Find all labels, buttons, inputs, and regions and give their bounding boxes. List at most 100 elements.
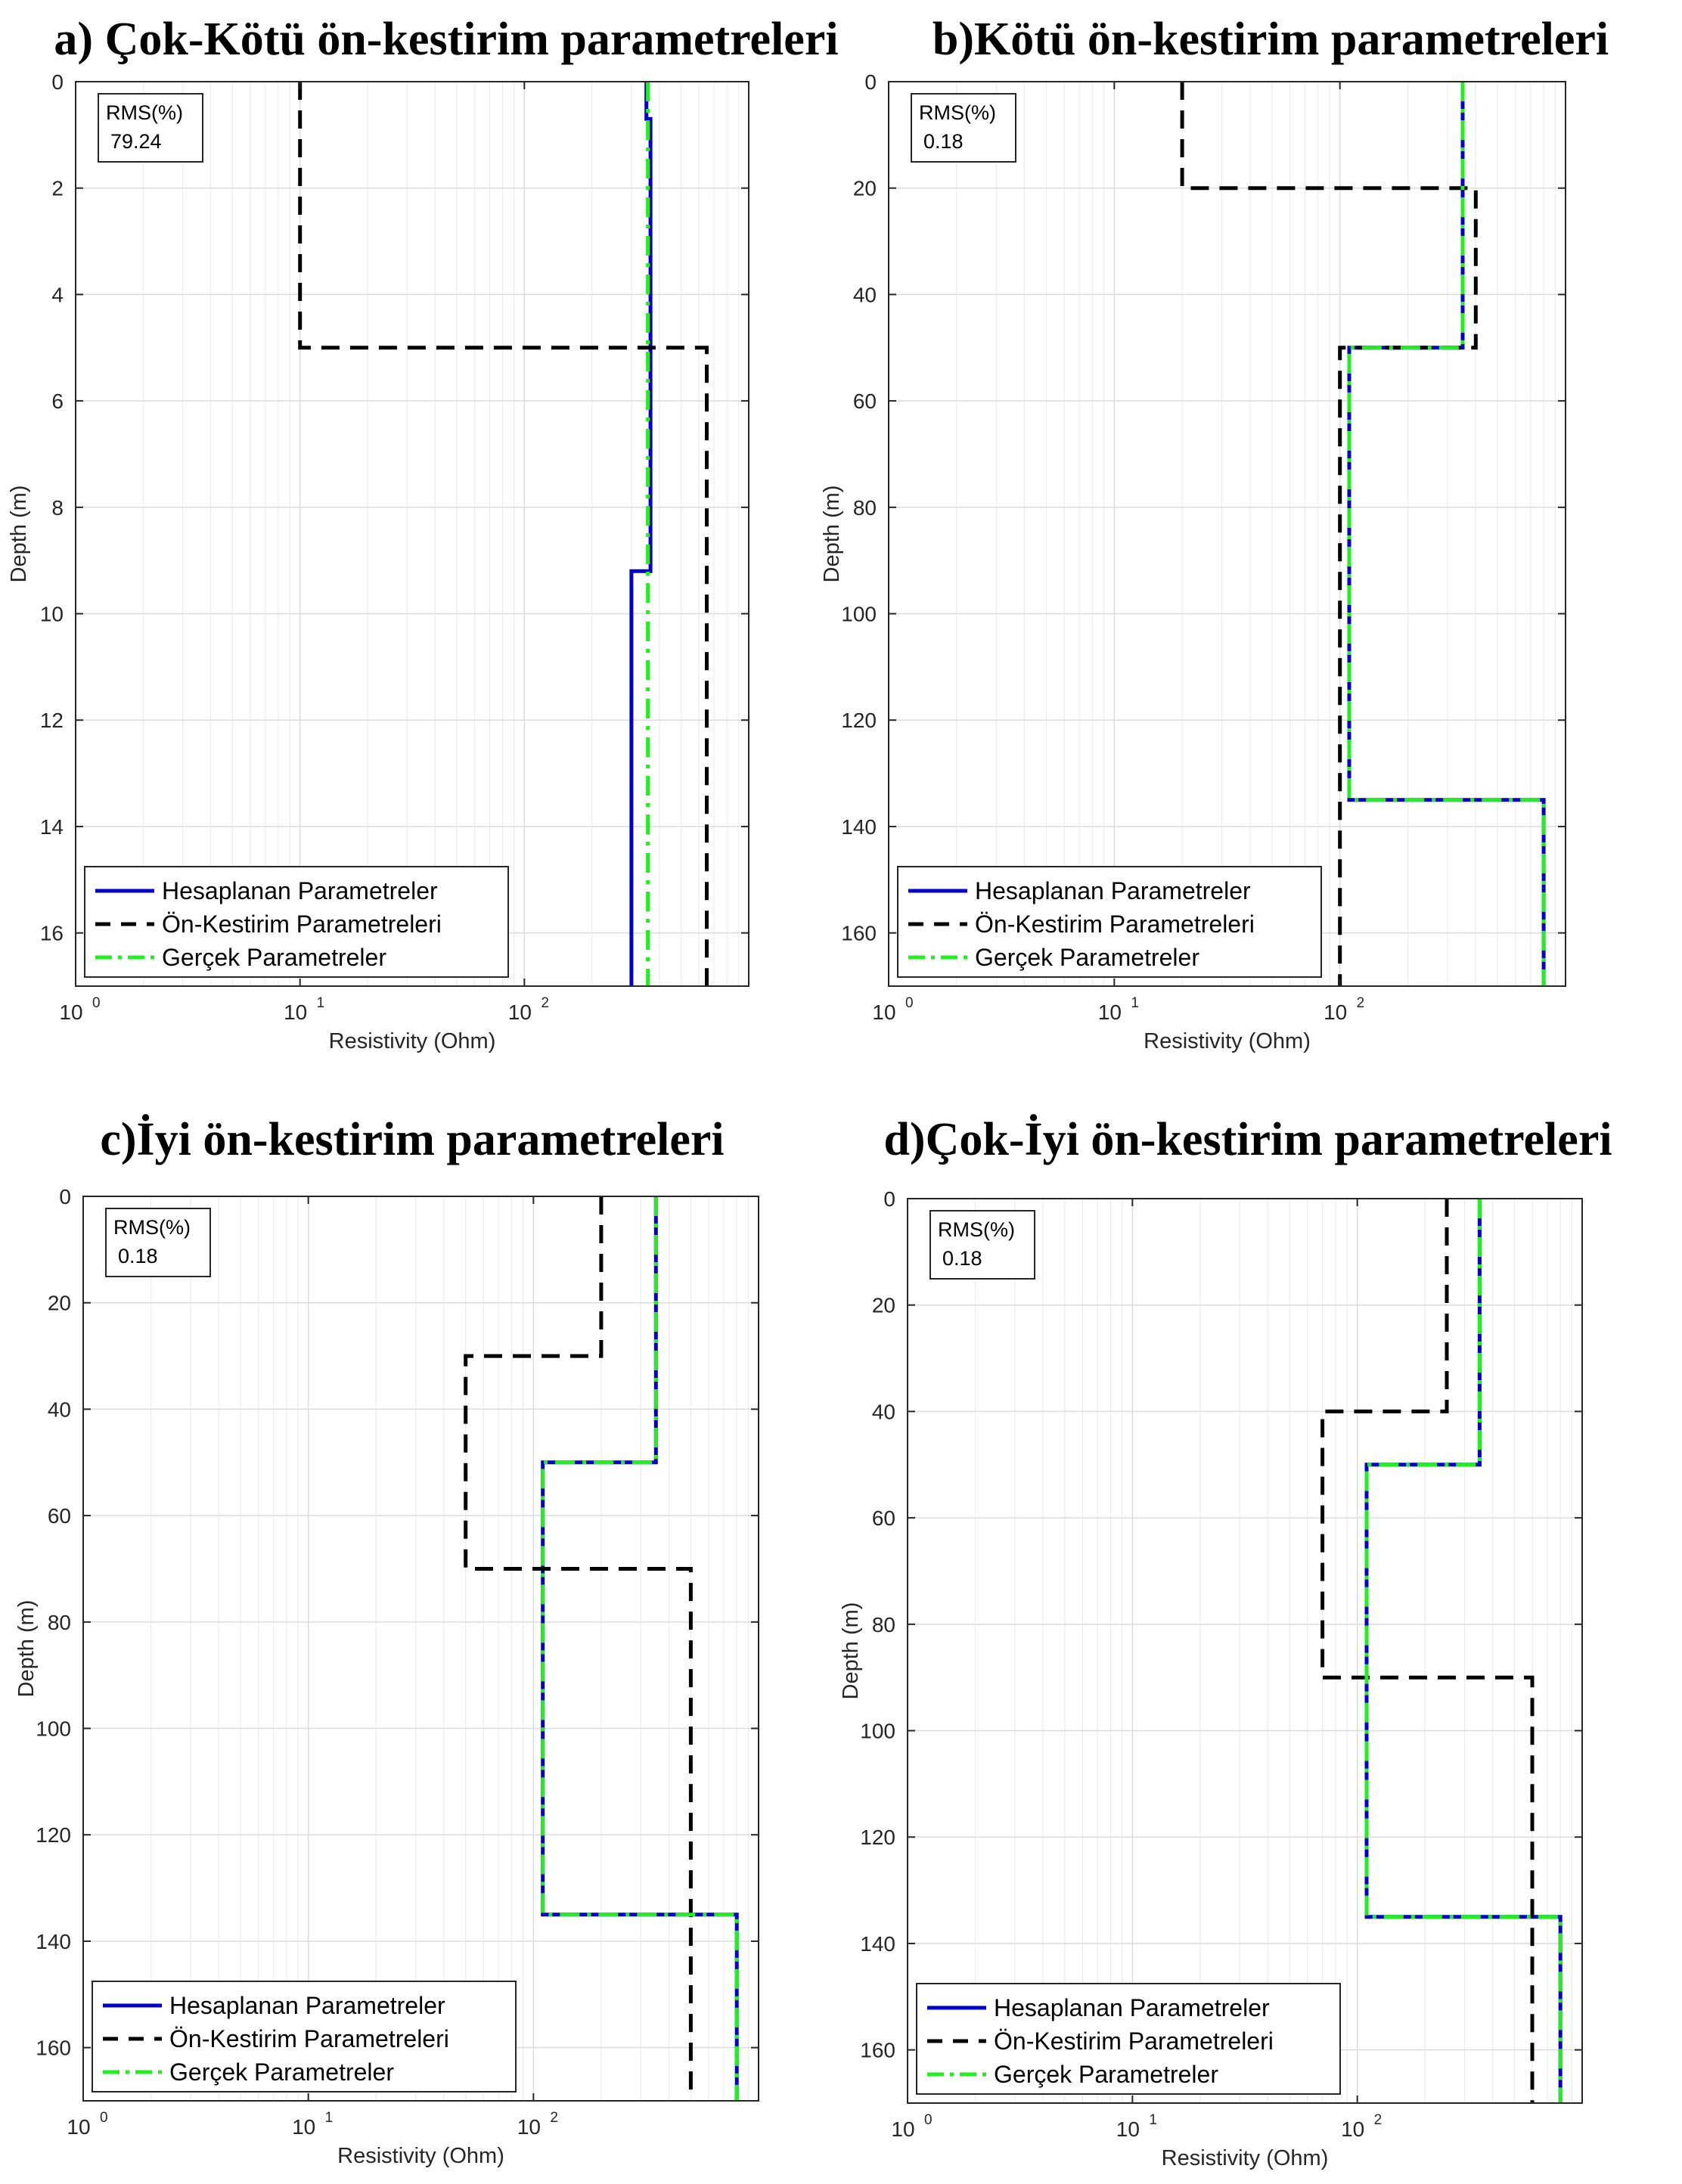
y-tick-label: 100 xyxy=(841,603,877,626)
x-tick-exponent: 1 xyxy=(325,2110,334,2126)
series-line-2 xyxy=(1320,1199,1535,2103)
x-axis-label: Resistivity (Ohm) xyxy=(329,1029,496,1053)
series-line-3 xyxy=(1347,82,1546,986)
x-tick-exponent: 2 xyxy=(541,995,549,1011)
legend: Hesaplanan Parametreler Ön-Kestirim Param… xyxy=(897,866,1322,978)
y-tick-label: 16 xyxy=(40,922,64,945)
axes-frame xyxy=(888,81,1566,987)
legend-label-3: Gerçek Parametreler xyxy=(169,2058,394,2086)
x-tick-label: 10 xyxy=(1341,2117,1364,2141)
x-tick-label: 10 xyxy=(517,2115,541,2139)
x-tick-label: 10 xyxy=(891,2117,914,2141)
y-tick-label: 160 xyxy=(860,2039,895,2062)
x-axis: 10 0 10 1 10 2 xyxy=(59,82,549,1024)
x-tick-exponent: 1 xyxy=(317,995,325,1011)
y-tick-label: 0 xyxy=(51,70,64,94)
y-tick-label: 120 xyxy=(860,1826,895,1849)
rms-box: RMS(%) 0.18 xyxy=(929,1210,1035,1280)
y-tick-label: 4 xyxy=(51,283,64,306)
rms-box-frame xyxy=(98,93,203,163)
rms-value: 79.24 xyxy=(110,130,162,153)
x-tick-exponent: 1 xyxy=(1131,995,1139,1011)
x-tick-label: 10 xyxy=(59,1000,82,1024)
rms-box-frame xyxy=(929,1210,1035,1280)
y-tick-label: 0 xyxy=(883,1187,895,1211)
series-group xyxy=(298,82,709,986)
y-tick-label: 120 xyxy=(36,1823,71,1847)
y-axis-label: Depth (m) xyxy=(14,1600,39,1698)
legend: Hesaplanan Parametreler Ön-Kestirim Param… xyxy=(916,1983,1341,2095)
x-axis: 10 0 10 1 10 2 xyxy=(872,82,1364,1024)
y-tick-label: 60 xyxy=(853,389,877,413)
y-tick-label: 80 xyxy=(48,1611,71,1634)
y-axis-label: Depth (m) xyxy=(7,486,31,583)
y-tick-label: 8 xyxy=(51,496,64,520)
plot-area xyxy=(889,82,1566,986)
x-tick-exponent: 2 xyxy=(550,2110,558,2126)
y-tick-label: 80 xyxy=(853,496,877,520)
axes-frame xyxy=(82,1196,759,2102)
rms-box-frame xyxy=(911,93,1016,163)
y-axis-label: Depth (m) xyxy=(839,1602,863,1700)
legend-label-3: Gerçek Parametreler xyxy=(975,944,1199,971)
x-axis: 10 0 10 1 10 2 xyxy=(891,1199,1382,2141)
y-tick-label: 120 xyxy=(841,709,877,732)
y-axis: 0 20 40 60 80 100 120 140 160 xyxy=(36,1185,759,2060)
y-tick-label: 60 xyxy=(48,1504,71,1528)
legend-label-1: Hesaplanan Parametreler xyxy=(169,1992,445,2019)
rms-value: 0.18 xyxy=(923,130,964,153)
series-line-3 xyxy=(1364,1199,1563,2103)
legend: Hesaplanan Parametreler Ön-Kestirim Param… xyxy=(84,866,509,978)
legend-box xyxy=(84,866,509,978)
legend-box xyxy=(897,866,1322,978)
y-tick-label: 60 xyxy=(872,1506,895,1530)
series-line-2 xyxy=(464,1196,693,2101)
series-line-3 xyxy=(541,1196,739,2101)
y-tick-label: 160 xyxy=(841,922,877,945)
y-tick-label: 10 xyxy=(40,603,64,626)
series-group xyxy=(1180,82,1546,986)
x-tick-label: 10 xyxy=(1324,1000,1347,1024)
series-line-2 xyxy=(1180,82,1478,986)
panel-title: c)İyi ön-kestirim parametreleri xyxy=(100,1114,724,1165)
x-tick-exponent: 0 xyxy=(92,995,101,1011)
x-tick-exponent: 1 xyxy=(1149,2112,1157,2128)
panel-title: b)Kötü ön-kestirim parametreleri xyxy=(933,14,1609,65)
x-tick-exponent: 0 xyxy=(100,2110,108,2126)
x-tick-label: 10 xyxy=(292,2115,315,2139)
y-tick-label: 100 xyxy=(860,1720,895,1743)
x-tick-label: 10 xyxy=(1116,2117,1140,2141)
legend-label-2: Ön-Kestirim Parametreleri xyxy=(994,2027,1274,2055)
rms-label: RMS(%) xyxy=(113,1216,191,1239)
y-tick-label: 80 xyxy=(872,1613,895,1636)
legend: Hesaplanan Parametreler Ön-Kestirim Param… xyxy=(92,1981,517,2092)
rms-label: RMS(%) xyxy=(106,101,183,124)
y-axis-label: Depth (m) xyxy=(820,486,844,583)
y-tick-label: 20 xyxy=(48,1292,71,1315)
y-tick-label: 12 xyxy=(40,709,64,732)
y-axis: 0 2 4 6 8 10 12 14 16 xyxy=(40,70,749,945)
rms-box: RMS(%) 79.24 xyxy=(98,93,203,163)
plot-area xyxy=(908,1199,1582,2103)
x-axis: 10 0 10 1 10 2 xyxy=(67,1196,558,2139)
legend-label-1: Hesaplanan Parametreler xyxy=(975,877,1251,904)
y-tick-label: 2 xyxy=(51,177,64,200)
axes-frame xyxy=(75,81,749,987)
x-tick-label: 10 xyxy=(284,1000,307,1024)
rms-label: RMS(%) xyxy=(938,1218,1015,1241)
plot-area xyxy=(76,82,749,986)
legend-label-3: Gerçek Parametreler xyxy=(994,2061,1218,2088)
y-tick-label: 14 xyxy=(40,815,64,839)
legend-label-2: Ön-Kestirim Parametreleri xyxy=(169,2025,449,2052)
y-tick-label: 20 xyxy=(872,1294,895,1317)
legend-label-2: Ön-Kestirim Parametreleri xyxy=(975,911,1255,938)
rms-value: 0.18 xyxy=(942,1247,982,1270)
y-tick-label: 140 xyxy=(841,815,877,839)
legend-label-1: Hesaplanan Parametreler xyxy=(994,1994,1270,2021)
y-tick-label: 0 xyxy=(59,1185,71,1208)
